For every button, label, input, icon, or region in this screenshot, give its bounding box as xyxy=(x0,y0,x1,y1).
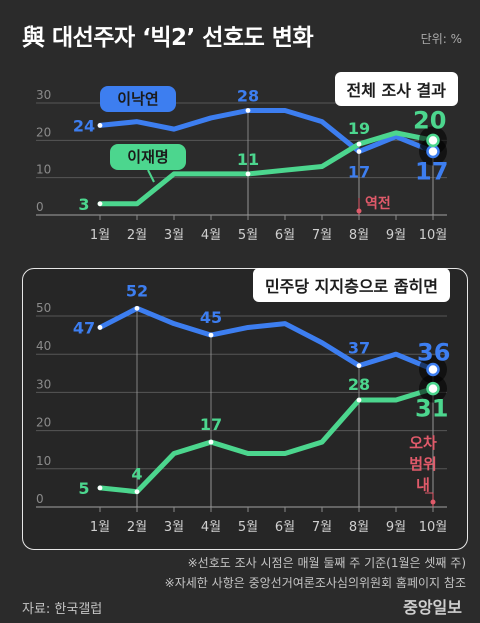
legend-pill xyxy=(100,86,176,112)
series-line-0 xyxy=(97,305,436,372)
x-tick-label: 3월 xyxy=(164,228,184,243)
annotation-dot xyxy=(356,208,362,214)
data-label: 17 xyxy=(415,158,448,186)
x-tick-label: 2월 xyxy=(127,228,147,243)
chart-title-overall: 전체 조사 결과 xyxy=(334,72,458,106)
x-tick-label: 7월 xyxy=(312,520,332,535)
data-point-marker xyxy=(356,363,362,369)
x-tick-label: 10월 xyxy=(419,520,448,535)
y-tick-label: 0 xyxy=(36,200,44,214)
y-tick-label: 20 xyxy=(36,125,51,139)
x-tick-label: 7월 xyxy=(312,228,332,243)
data-label: 37 xyxy=(348,339,370,358)
data-label: 19 xyxy=(348,119,370,138)
data-label: 20 xyxy=(413,106,446,134)
data-label: 52 xyxy=(126,281,148,300)
data-label: 11 xyxy=(237,150,259,169)
annotation-label: 역전 xyxy=(365,195,391,212)
footnotes: ※선호도 조사 시점은 매월 둘째 주 기준(1월은 셋째 주) ※자세한 사항… xyxy=(165,553,466,593)
annotation-label: 범위 xyxy=(409,455,437,473)
x-tick-label: 9월 xyxy=(386,228,406,243)
annotation-dot xyxy=(430,499,436,505)
x-tick-label: 1월 xyxy=(90,520,110,535)
x-tick-label: 5월 xyxy=(238,228,258,243)
chart-title-democrats: 민주당 지지층으로 좁히면 xyxy=(252,268,450,302)
y-tick-label: 30 xyxy=(36,377,51,391)
end-marker xyxy=(426,133,440,148)
data-point-marker xyxy=(134,305,140,311)
data-label: 17 xyxy=(200,415,222,434)
data-label: 36 xyxy=(417,338,450,366)
data-point-marker xyxy=(97,123,103,128)
source-label: 자료: 한국갤럽 xyxy=(22,602,103,617)
x-tick-label: 2월 xyxy=(127,520,147,535)
y-tick-label: 20 xyxy=(36,416,51,430)
data-label: 28 xyxy=(348,375,370,394)
legend-label: 이낙연 xyxy=(117,90,158,108)
x-tick-label: 4월 xyxy=(201,520,221,535)
series-line-1 xyxy=(97,386,436,495)
data-point-marker xyxy=(97,325,103,330)
x-tick-label: 10월 xyxy=(419,228,448,243)
y-tick-label: 10 xyxy=(36,454,51,468)
data-point-marker xyxy=(97,201,103,207)
legend-label: 이재명 xyxy=(127,148,168,166)
legend-pill xyxy=(110,144,186,170)
x-tick-label: 1월 xyxy=(90,228,110,243)
x-tick-label: 5월 xyxy=(238,520,258,535)
x-tick-label: 4월 xyxy=(201,228,221,243)
data-label: 24 xyxy=(73,116,95,135)
unit-label: 단위: % xyxy=(420,32,462,46)
legend-leader xyxy=(147,169,155,183)
publisher-logo: 중앙일보 xyxy=(403,598,462,617)
x-tick-label: 8월 xyxy=(349,228,369,243)
y-tick-label: 50 xyxy=(36,301,51,315)
data-point-marker xyxy=(97,485,103,491)
page-title: 與 대선주자 ‘빅2’ 선호도 변화 xyxy=(22,25,314,51)
end-marker xyxy=(426,144,440,159)
y-tick-label: 30 xyxy=(36,88,51,102)
annotation-label: 오차 xyxy=(409,434,437,452)
y-tick-label: 40 xyxy=(36,339,51,353)
data-label: 3 xyxy=(78,195,89,214)
panel-democrats xyxy=(22,268,468,550)
x-tick-label: 8월 xyxy=(349,520,369,535)
chart-overall: 0 10 20 30 1월 2월 3월 4월 5월 6월 7월 8월 9월 10월 24 28 17 17 3 11 1… xyxy=(36,86,448,243)
series-line-1 xyxy=(97,130,436,207)
data-label: 4 xyxy=(131,465,142,484)
data-label: 45 xyxy=(200,308,222,327)
footnote-2: ※자세한 사항은 중앙선거여론조사심의위원회 홈페이지 참조 xyxy=(164,576,466,590)
y-tick-label: 10 xyxy=(36,163,51,177)
x-tick-label: 6월 xyxy=(275,520,295,535)
data-label: 5 xyxy=(78,479,89,498)
data-point-marker xyxy=(245,171,251,177)
x-tick-label: 6월 xyxy=(275,228,295,243)
data-label: 17 xyxy=(348,163,370,182)
x-tick-label: 3월 xyxy=(164,520,184,535)
x-tick-label: 9월 xyxy=(386,520,406,535)
end-marker xyxy=(426,381,440,396)
data-point-marker xyxy=(356,141,362,147)
annotation-label: 내 xyxy=(416,476,430,494)
series-line-0 xyxy=(97,107,436,155)
data-point-marker xyxy=(245,108,251,113)
y-tick-label: 0 xyxy=(36,492,44,506)
data-point-marker xyxy=(134,489,140,495)
data-point-marker xyxy=(356,397,362,403)
data-point-marker xyxy=(208,332,214,338)
data-point-marker xyxy=(356,149,362,154)
data-label: 31 xyxy=(415,395,448,423)
data-point-marker xyxy=(208,439,214,445)
end-marker xyxy=(426,362,440,377)
data-label: 47 xyxy=(73,318,95,337)
footnote-1: ※선호도 조사 시점은 매월 둘째 주 기준(1월은 셋째 주) xyxy=(187,556,466,570)
data-label: 28 xyxy=(237,86,259,105)
